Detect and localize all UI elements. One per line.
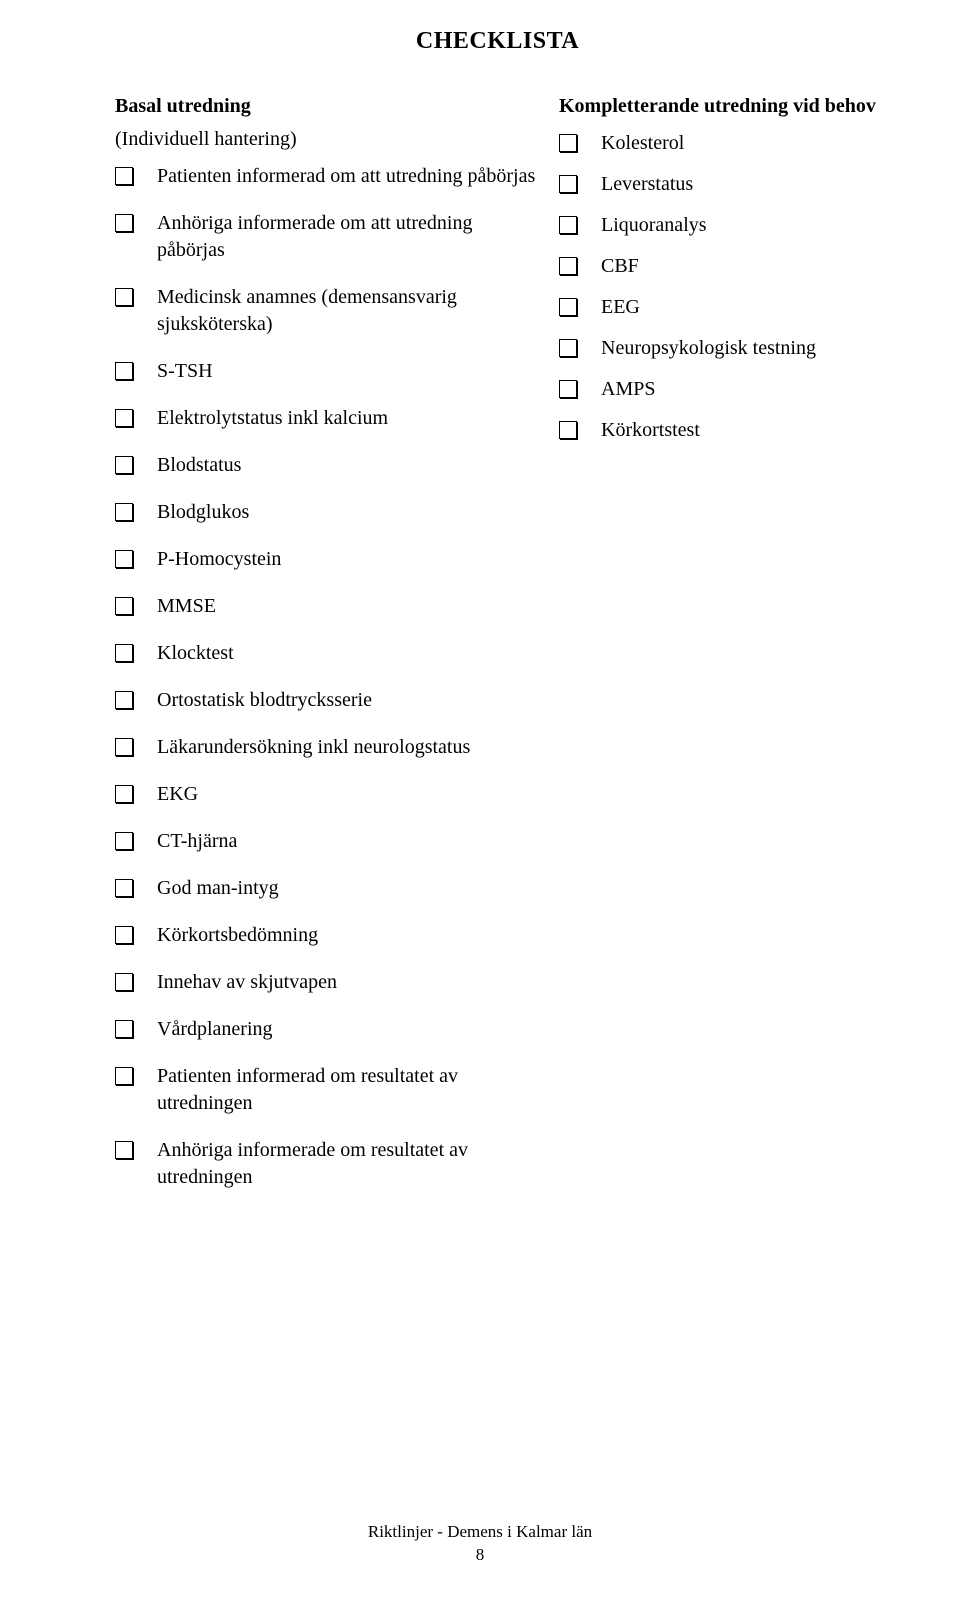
checklist-item: P-Homocystein: [115, 546, 545, 573]
left-column: Basal utredning (Individuell hantering) …: [115, 93, 545, 1211]
checklist-item: EKG: [115, 781, 545, 808]
checkbox-icon[interactable]: [115, 738, 133, 756]
checklist-item: CT-hjärna: [115, 828, 545, 855]
checkbox-icon[interactable]: [115, 214, 133, 232]
checklist-item-label: Anhöriga informerade om att utredning på…: [157, 210, 545, 264]
checklist-item-label: Blodstatus: [157, 452, 545, 479]
checklist-item: Läkarundersökning inkl neurologstatus: [115, 734, 545, 761]
checklist-item-label: Patienten informerad om resultatet av ut…: [157, 1063, 545, 1117]
checkbox-icon[interactable]: [115, 785, 133, 803]
checkbox-icon[interactable]: [559, 380, 577, 398]
footer-page-number: 8: [0, 1544, 960, 1567]
checkbox-icon[interactable]: [559, 134, 577, 152]
checkbox-icon[interactable]: [559, 257, 577, 275]
checkbox-icon[interactable]: [115, 832, 133, 850]
checklist-item: Vårdplanering: [115, 1016, 545, 1043]
checklist-item: MMSE: [115, 593, 545, 620]
checklist-item: Liquoranalys: [559, 212, 880, 239]
checklist-item: Leverstatus: [559, 171, 880, 198]
checklist-item: Blodstatus: [115, 452, 545, 479]
checkbox-icon[interactable]: [115, 362, 133, 380]
left-subheading: (Individuell hantering): [115, 126, 545, 153]
checklist-item: Klocktest: [115, 640, 545, 667]
checklist-item-label: S-TSH: [157, 358, 545, 385]
columns: Basal utredning (Individuell hantering) …: [115, 93, 880, 1211]
checkbox-icon[interactable]: [559, 298, 577, 316]
checkbox-icon[interactable]: [115, 409, 133, 427]
checklist-item-label: EKG: [157, 781, 545, 808]
checklist-item-label: God man-intyg: [157, 875, 545, 902]
checklist-item: CBF: [559, 253, 880, 280]
checklist-item: Anhöriga informerade om att utredning på…: [115, 210, 545, 264]
checklist-item: Patienten informerad om resultatet av ut…: [115, 1063, 545, 1117]
checkbox-icon[interactable]: [115, 503, 133, 521]
checklist-item-label: Neuropsykologisk testning: [601, 335, 880, 362]
checklist-item-label: AMPS: [601, 376, 880, 403]
checklist-item-label: Körkortsbedömning: [157, 922, 545, 949]
footer-line1: Riktlinjer - Demens i Kalmar län: [0, 1521, 960, 1544]
checklist-item: Medicinsk anamnes (demensansvarig sjuksk…: [115, 284, 545, 338]
right-heading: Kompletterande utredning vid behov: [559, 93, 880, 120]
checklist-item-label: Elektrolytstatus inkl kalcium: [157, 405, 545, 432]
checklist-item: Innehav av skjutvapen: [115, 969, 545, 996]
checklist-item: God man-intyg: [115, 875, 545, 902]
checklist-item-label: Klocktest: [157, 640, 545, 667]
checklist-item-label: P-Homocystein: [157, 546, 545, 573]
checkbox-icon[interactable]: [559, 175, 577, 193]
checklist-item-label: Medicinsk anamnes (demensansvarig sjuksk…: [157, 284, 545, 338]
checkbox-icon[interactable]: [115, 1141, 133, 1159]
checklist-item-label: MMSE: [157, 593, 545, 620]
checklist-item-label: Läkarundersökning inkl neurologstatus: [157, 734, 545, 761]
checkbox-icon[interactable]: [115, 167, 133, 185]
checklist-item-label: Leverstatus: [601, 171, 880, 198]
checklist-item-label: CBF: [601, 253, 880, 280]
checklist-item: Patienten informerad om att utredning på…: [115, 163, 545, 190]
checkbox-icon[interactable]: [115, 879, 133, 897]
checklist-item-label: Kolesterol: [601, 130, 880, 157]
checkbox-icon[interactable]: [115, 1067, 133, 1085]
checklist-item-label: Innehav av skjutvapen: [157, 969, 545, 996]
checklist-item-label: EEG: [601, 294, 880, 321]
checkbox-icon[interactable]: [559, 216, 577, 234]
checklist-item-label: Anhöriga informerade om resultatet av ut…: [157, 1137, 545, 1191]
checklist-item-label: Vårdplanering: [157, 1016, 545, 1043]
checkbox-icon[interactable]: [115, 1020, 133, 1038]
checklist-item-label: CT-hjärna: [157, 828, 545, 855]
checkbox-icon[interactable]: [115, 550, 133, 568]
checklist-item-label: Liquoranalys: [601, 212, 880, 239]
checklist-item: EEG: [559, 294, 880, 321]
page-title: CHECKLISTA: [115, 28, 880, 55]
checkbox-icon[interactable]: [115, 288, 133, 306]
checklist-item: Blodglukos: [115, 499, 545, 526]
checklist-item: Anhöriga informerade om resultatet av ut…: [115, 1137, 545, 1191]
checklist-item: Ortostatisk blodtrycksserie: [115, 687, 545, 714]
checkbox-icon[interactable]: [115, 456, 133, 474]
checklist-item-label: Ortostatisk blodtrycksserie: [157, 687, 545, 714]
checkbox-icon[interactable]: [115, 597, 133, 615]
left-heading: Basal utredning: [115, 93, 545, 120]
checklist-item: Kolesterol: [559, 130, 880, 157]
checkbox-icon[interactable]: [115, 691, 133, 709]
footer: Riktlinjer - Demens i Kalmar län 8: [0, 1521, 960, 1567]
checklist-item: S-TSH: [115, 358, 545, 385]
checklist-item: Elektrolytstatus inkl kalcium: [115, 405, 545, 432]
checklist-item: Körkortsbedömning: [115, 922, 545, 949]
checklist-item-label: Körkortstest: [601, 417, 880, 444]
checklist-item: Körkortstest: [559, 417, 880, 444]
page: CHECKLISTA Basal utredning (Individuell …: [0, 0, 960, 1605]
checkbox-icon[interactable]: [115, 926, 133, 944]
checkbox-icon[interactable]: [115, 644, 133, 662]
right-column: Kompletterande utredning vid behov Koles…: [559, 93, 880, 458]
checklist-item-label: Patienten informerad om att utredning på…: [157, 163, 545, 190]
checkbox-icon[interactable]: [115, 973, 133, 991]
checklist-item: AMPS: [559, 376, 880, 403]
checklist-item-label: Blodglukos: [157, 499, 545, 526]
checkbox-icon[interactable]: [559, 339, 577, 357]
checkbox-icon[interactable]: [559, 421, 577, 439]
checklist-item: Neuropsykologisk testning: [559, 335, 880, 362]
